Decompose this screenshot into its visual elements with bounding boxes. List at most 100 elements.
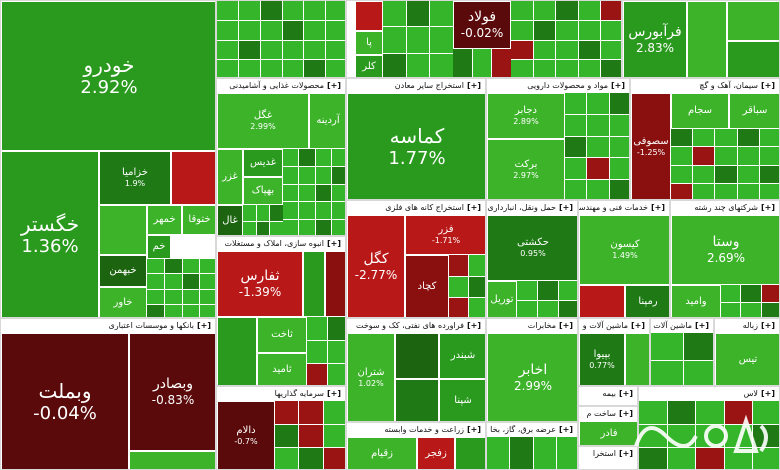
tile-grid-food2 bbox=[243, 205, 283, 235]
tile-kalar[interactable]: کلر bbox=[355, 55, 383, 77]
tile-sabaqer[interactable]: سباقر bbox=[729, 93, 779, 129]
tile-oil-dark2[interactable] bbox=[395, 379, 439, 421]
watermark bbox=[626, 406, 776, 466]
tile-ghegol[interactable]: غگل 2.99% bbox=[217, 93, 309, 149]
sector-realestate[interactable]: [+]انبوه سازی، املاک و مستغلات ثفارس -1.… bbox=[216, 236, 346, 386]
tile-green-agri[interactable] bbox=[455, 437, 485, 469]
tile-shepna[interactable]: شپنا bbox=[439, 379, 485, 421]
sector-cement[interactable]: [+]سیمان، آهک و گچ سصوفی -1.25% سجام سبا… bbox=[630, 78, 780, 200]
sector-mining[interactable]: [+]استخراج سایر معادن کماسه 1.77% bbox=[346, 78, 486, 200]
tile-green-d[interactable] bbox=[727, 41, 779, 77]
sector-auto[interactable]: خودرو 2.92% خگستر 1.36% خزامیا 1.9% خمهر… bbox=[0, 0, 216, 318]
tile-vabmelat[interactable]: وبملت -0.04% bbox=[1, 333, 129, 469]
tile-red-re[interactable] bbox=[325, 251, 345, 317]
tile-khodro[interactable]: خودرو 2.92% bbox=[1, 1, 215, 151]
sector-exp[interactable]: [+]استخرا bbox=[578, 446, 638, 470]
tile-fezar[interactable]: فزر -1.71% bbox=[405, 215, 485, 255]
sector-top-middle[interactable] bbox=[216, 0, 346, 78]
sector-tech[interactable]: [+]خدمات فنی و مهندسی کیسون 1.49% رمپنا bbox=[578, 200, 670, 318]
sector-metal-ore[interactable]: [+]استخراج کانه های فلزی کگل -2.77% فزر … bbox=[346, 200, 486, 318]
tile-name: کیسون bbox=[610, 239, 640, 251]
sector-build[interactable]: [+]ساخت م فادر bbox=[578, 406, 638, 446]
tile-name: وبملت bbox=[38, 379, 92, 404]
tile-hakeshti[interactable]: حکشتی 0.95% bbox=[487, 215, 577, 281]
tile-shetran[interactable]: شتران 1.02% bbox=[347, 333, 395, 421]
tile-red-tech[interactable] bbox=[579, 285, 625, 317]
tile-foolad[interactable]: فولاد -0.02% bbox=[453, 1, 511, 49]
tile-barkat[interactable]: برکت 2.97% bbox=[487, 139, 565, 199]
tile-oil-dark[interactable] bbox=[395, 333, 439, 379]
sector-machines2[interactable]: [+]ماشین آلات bbox=[650, 318, 714, 386]
sector-food[interactable]: [+]محصولات غذایی و آشامیدنی غگل 2.99% آر… bbox=[216, 78, 346, 236]
tile-vabsader[interactable]: وبصادر -0.83% bbox=[129, 333, 215, 451]
sector-multi[interactable]: [+]شرکتهای چند رشته وستا 2.69% وامید bbox=[670, 200, 780, 318]
sector-oilprod[interactable]: [+]فراورده های نفتی، کک و سوخت شتران 1.0… bbox=[346, 318, 486, 422]
tile-green-b[interactable] bbox=[687, 1, 727, 77]
sector-header: [+]فراورده های نفتی، کک و سوخت bbox=[347, 319, 485, 333]
tile-khazamia[interactable]: خزامیا 1.9% bbox=[99, 151, 171, 205]
sector-machines[interactable]: [+]ماشین آلات و بپیوا 0.77% bbox=[578, 318, 650, 386]
tile-remapna[interactable]: رمپنا bbox=[625, 285, 669, 317]
tile-green-mach[interactable] bbox=[625, 333, 649, 385]
tile-kemaseh[interactable]: کماسه 1.77% bbox=[347, 93, 485, 199]
tile-red-small[interactable] bbox=[171, 151, 215, 205]
tile-sesofi[interactable]: سصوفی -1.25% bbox=[631, 93, 671, 199]
tile-ghezar[interactable]: غزر bbox=[217, 149, 243, 205]
tile-sajam[interactable]: سجام bbox=[671, 93, 729, 129]
tile-percent: 2.83% bbox=[635, 41, 675, 56]
tile-vaamid[interactable]: وامید bbox=[671, 285, 721, 317]
tile-khotog[interactable]: ختوقا bbox=[182, 205, 215, 235]
tile-kechad[interactable]: کچاد bbox=[405, 255, 449, 317]
sector-agri[interactable]: [+]زراعت و خدمات وابسته زقیام زفجر bbox=[346, 422, 486, 470]
tile-ardineh[interactable]: آردینه bbox=[309, 93, 345, 149]
sector-invest[interactable]: [+]سرمایه گذاریها دالام -0.7% bbox=[216, 386, 346, 470]
tile-khemehr[interactable]: خمهر bbox=[147, 205, 182, 235]
tile-percent: 2.69% bbox=[706, 251, 746, 266]
sector-faravars[interactable]: فرآبورس 2.83% bbox=[622, 0, 780, 78]
tile-ghadis[interactable]: غدیس bbox=[243, 149, 283, 177]
sector-insurance[interactable]: [+]بیمه bbox=[578, 386, 638, 406]
tile-name: اخابر bbox=[518, 362, 548, 379]
tile-tes[interactable]: تیس bbox=[715, 333, 779, 385]
tile-vasta[interactable]: وستا 2.69% bbox=[671, 215, 779, 285]
tile-zajahad[interactable]: زفجر bbox=[417, 437, 455, 469]
tile-small-a[interactable] bbox=[99, 205, 147, 255]
sector-banks[interactable]: [+]بانکها و موسسات اعتباری وبملت -0.04% … bbox=[0, 318, 216, 470]
tile-grid-cement bbox=[671, 129, 779, 199]
sector-utility[interactable]: [+]عرضه برق، گاز، بخا bbox=[486, 422, 578, 470]
sector-pharma[interactable]: [+]مواد و محصولات دارویی دجابر 2.89% برک… bbox=[486, 78, 630, 200]
tile-ghal[interactable]: غال bbox=[217, 205, 243, 235]
tile-samid[interactable]: ثامید bbox=[257, 353, 307, 385]
tile-name: سباقر bbox=[742, 105, 768, 116]
tile-sefars[interactable]: ثفارس -1.39% bbox=[217, 251, 303, 317]
tile-grid-food bbox=[283, 149, 345, 235]
tile-red-a[interactable] bbox=[355, 1, 383, 31]
tile-toril[interactable]: توریل bbox=[487, 281, 517, 317]
tile-fadar[interactable]: فادر bbox=[579, 421, 637, 445]
tile-pa[interactable]: پا bbox=[355, 31, 383, 55]
tile-babanir[interactable]: بپیوا 0.77% bbox=[579, 333, 625, 385]
tile-green-bank[interactable] bbox=[129, 451, 215, 469]
sector-top-right[interactable]: پا کلر فولاد -0.02% bbox=[346, 0, 622, 78]
tile-faravars[interactable]: فرآبورس 2.83% bbox=[623, 1, 687, 77]
tile-khavar[interactable]: خاور bbox=[99, 287, 147, 317]
tile-behpak[interactable]: بهپاک bbox=[243, 177, 283, 205]
tile-zaghiam[interactable]: زقیام bbox=[347, 437, 417, 469]
tile-akhaber[interactable]: اخابر 2.99% bbox=[487, 333, 577, 421]
tile-kisun[interactable]: کیسون 1.49% bbox=[579, 215, 669, 285]
sector-zabaleh[interactable]: [+]زباله تیس bbox=[714, 318, 780, 386]
tile-sakhat[interactable]: ثاخت bbox=[257, 317, 307, 353]
tile-shebandar[interactable]: شبندر bbox=[439, 333, 485, 379]
tile-khem[interactable]: خم bbox=[147, 235, 171, 259]
sector-header: [+]زراعت و خدمات وابسته bbox=[347, 423, 485, 437]
tile-kegol[interactable]: کگل -2.77% bbox=[347, 215, 405, 317]
tile-dajaber[interactable]: دجابر 2.89% bbox=[487, 93, 565, 139]
tile-green-re2[interactable] bbox=[217, 317, 257, 385]
tile-green-c[interactable] bbox=[727, 1, 779, 41]
sector-transport[interactable]: [+]حمل ونقل، انبارداری حکشتی 0.95% توریل bbox=[486, 200, 578, 318]
tile-khegostar[interactable]: خگستر 1.36% bbox=[1, 151, 99, 317]
tile-dalam[interactable]: دالام -0.7% bbox=[217, 401, 275, 469]
sector-telecom[interactable]: [+]مخابرات اخابر 2.99% bbox=[486, 318, 578, 422]
tile-khebahman[interactable]: خبهمن bbox=[99, 255, 147, 287]
tile-green-re[interactable] bbox=[303, 251, 325, 317]
